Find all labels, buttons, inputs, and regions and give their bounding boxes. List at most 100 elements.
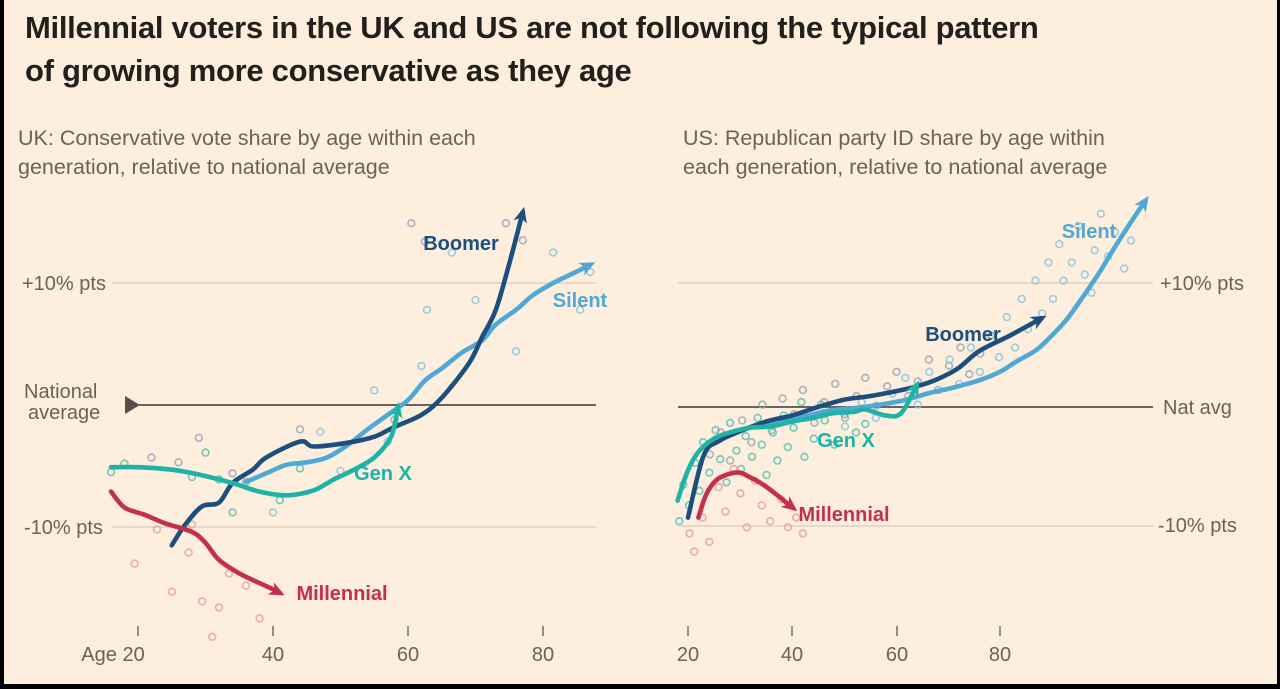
us-x-tick-label: 80	[989, 644, 1011, 666]
us-genx-scatter-dot	[722, 478, 731, 487]
us-genx-scatter-dot	[753, 413, 762, 423]
us-silent-scatter-dot	[840, 422, 850, 431]
uk-millennial-line	[108, 489, 285, 596]
uk-millennial-scatter-dot	[130, 559, 139, 568]
us-x-tick-label: 20	[677, 644, 699, 666]
us-genx-scatter-dot	[830, 440, 839, 449]
us-millennial-scatter-dot	[689, 547, 699, 556]
us-boomer-scatter-dot	[830, 379, 840, 389]
us-boomer-line	[685, 315, 1047, 520]
uk-chart-subtitle: UK: Conservative vote share by age withi…	[18, 124, 618, 182]
left-letterbox-bar	[0, 0, 4, 689]
uk-genx-scatter-dot	[275, 496, 284, 505]
uk-millennial-label: Millennial	[296, 583, 387, 605]
us-silent-scatter-dot	[1002, 312, 1011, 322]
uk-subtitle-line1: UK: Conservative vote share by age withi…	[18, 126, 476, 150]
uk-millennial-scatter-dot	[214, 603, 224, 612]
uk-genx-scatter-dot	[106, 467, 116, 477]
us-silent-scatter-dot	[1048, 294, 1058, 304]
us-genx-scatter-dot	[725, 418, 735, 427]
uk-boomer-scatter-dot	[228, 469, 237, 478]
us-millennial-scatter-dot	[721, 507, 730, 516]
uk-subtitle-line2: generation, relative to national average	[18, 155, 390, 179]
us-silent-scatter-dot	[1120, 264, 1129, 273]
us-silent-scatter-dot	[1074, 221, 1083, 231]
uk-millennial-scatter-dot	[197, 597, 207, 606]
us-millennial-scatter-dot	[714, 483, 723, 492]
us-genx-scatter-dot	[861, 419, 870, 429]
uk-genx-scatter-dot	[201, 448, 210, 457]
us-silent-scatter-dot	[1090, 246, 1099, 255]
us-genx-scatter-dot	[674, 516, 684, 526]
uk-silent-line	[243, 262, 596, 485]
us-millennial-scatter-dot	[757, 501, 766, 510]
us-x-tick-label: 40	[781, 644, 803, 666]
us-genx-scatter-dot	[741, 432, 750, 441]
uk-millennial-scatter-dot	[184, 548, 193, 557]
us-silent-scatter-dot	[1067, 258, 1077, 267]
us-silent-label: Silent	[1062, 221, 1117, 243]
us-silent-scatter-dot	[1080, 270, 1090, 279]
uk-silent-scatter-dot	[370, 386, 379, 395]
us-genx-scatter-dot	[797, 397, 806, 407]
bottom-letterbox-bar	[0, 684, 1280, 689]
us-silent-scatter-dot	[975, 367, 984, 376]
uk-boomer-scatter-dot	[194, 433, 204, 443]
uk-silent-scatter-dot	[316, 427, 325, 436]
us-boomer-scatter-dot	[882, 382, 892, 391]
uk-x-tick-label: Age 20	[81, 644, 144, 666]
us-genx-scatter-dot	[851, 428, 861, 437]
us-boomer-scatter-dot	[892, 367, 901, 376]
us-x-tick-label: 60	[886, 644, 908, 666]
uk-silent-scatter-dot	[575, 305, 585, 314]
uk-silent-scatter-dot	[417, 361, 426, 371]
uk-boomer-line	[169, 206, 527, 548]
uk-x-tick-label: 40	[262, 644, 284, 666]
uk-silent-scatter-dot	[548, 248, 558, 257]
us-genx-scatter-dot	[820, 416, 829, 425]
uk-x-tick-label: 80	[532, 644, 554, 666]
us-silent-scatter-dot	[901, 373, 910, 382]
uk-genx-line	[108, 402, 403, 498]
figure-title-line2: of growing more conservative as they age	[25, 53, 632, 88]
uk-ylabel-mid2: average	[28, 402, 100, 424]
uk-genx-scatter-dot	[295, 464, 305, 473]
uk-ylabel-bottom: -10% pts	[24, 517, 103, 539]
uk-boomer-scatter-dot	[407, 219, 416, 228]
us-subtitle-line2: each generation, relative to national av…	[683, 155, 1108, 179]
us-chart-subtitle: US: Republican party ID share by age wit…	[683, 124, 1280, 182]
us-genx-scatter-dot	[715, 455, 725, 464]
us-silent-scatter-dot	[1110, 227, 1120, 237]
uk-millennial-scatter-dot	[224, 569, 234, 578]
us-genx-label: Gen X	[817, 430, 875, 452]
us-boomer-scatter-dot	[737, 416, 747, 425]
us-genx-scatter-dot	[732, 446, 741, 455]
us-silent-scatter-dot	[925, 367, 934, 376]
us-boomer-scatter-dot	[798, 385, 808, 395]
uk-millennial-scatter-dot	[255, 614, 264, 623]
us-silent-scatter-dot	[986, 331, 995, 340]
uk-boomer-scatter-dot	[174, 458, 183, 467]
us-genx-scatter-dot	[800, 452, 809, 461]
us-silent-scatter-dot	[994, 353, 1004, 362]
us-genx-scatter-dot	[783, 442, 792, 452]
us-silent-scatter-dot	[1096, 209, 1106, 219]
uk-silent-label: Silent	[553, 290, 608, 312]
uk-silent-scatter-dot	[268, 508, 278, 517]
us-chart-canvas: +10% pts Nat avg -10% pts 20 40 60 80 Silent Boo…	[674, 195, 1244, 666]
uk-boomer-scatter-dot	[501, 219, 511, 228]
figure-title: Millennial voters in the UK and US are n…	[25, 6, 1235, 92]
uk-millennial-scatter-dot	[208, 632, 217, 641]
us-boomer-scatter-dot	[965, 370, 974, 379]
uk-boomer-scatter-dot	[295, 425, 305, 434]
us-millennial-scatter-dot	[685, 529, 694, 538]
uk-boomer-label: Boomer	[423, 233, 499, 255]
us-ylabel-bottom: -10% pts	[1158, 515, 1237, 537]
us-subtitle-line1: US: Republican party ID share by age wit…	[683, 126, 1105, 150]
us-silent-scatter-dot	[1017, 294, 1026, 304]
us-millennial-scatter-dot	[791, 513, 801, 522]
us-boomer-scatter-dot	[924, 355, 933, 364]
us-silent-scatter-dot	[913, 400, 922, 409]
